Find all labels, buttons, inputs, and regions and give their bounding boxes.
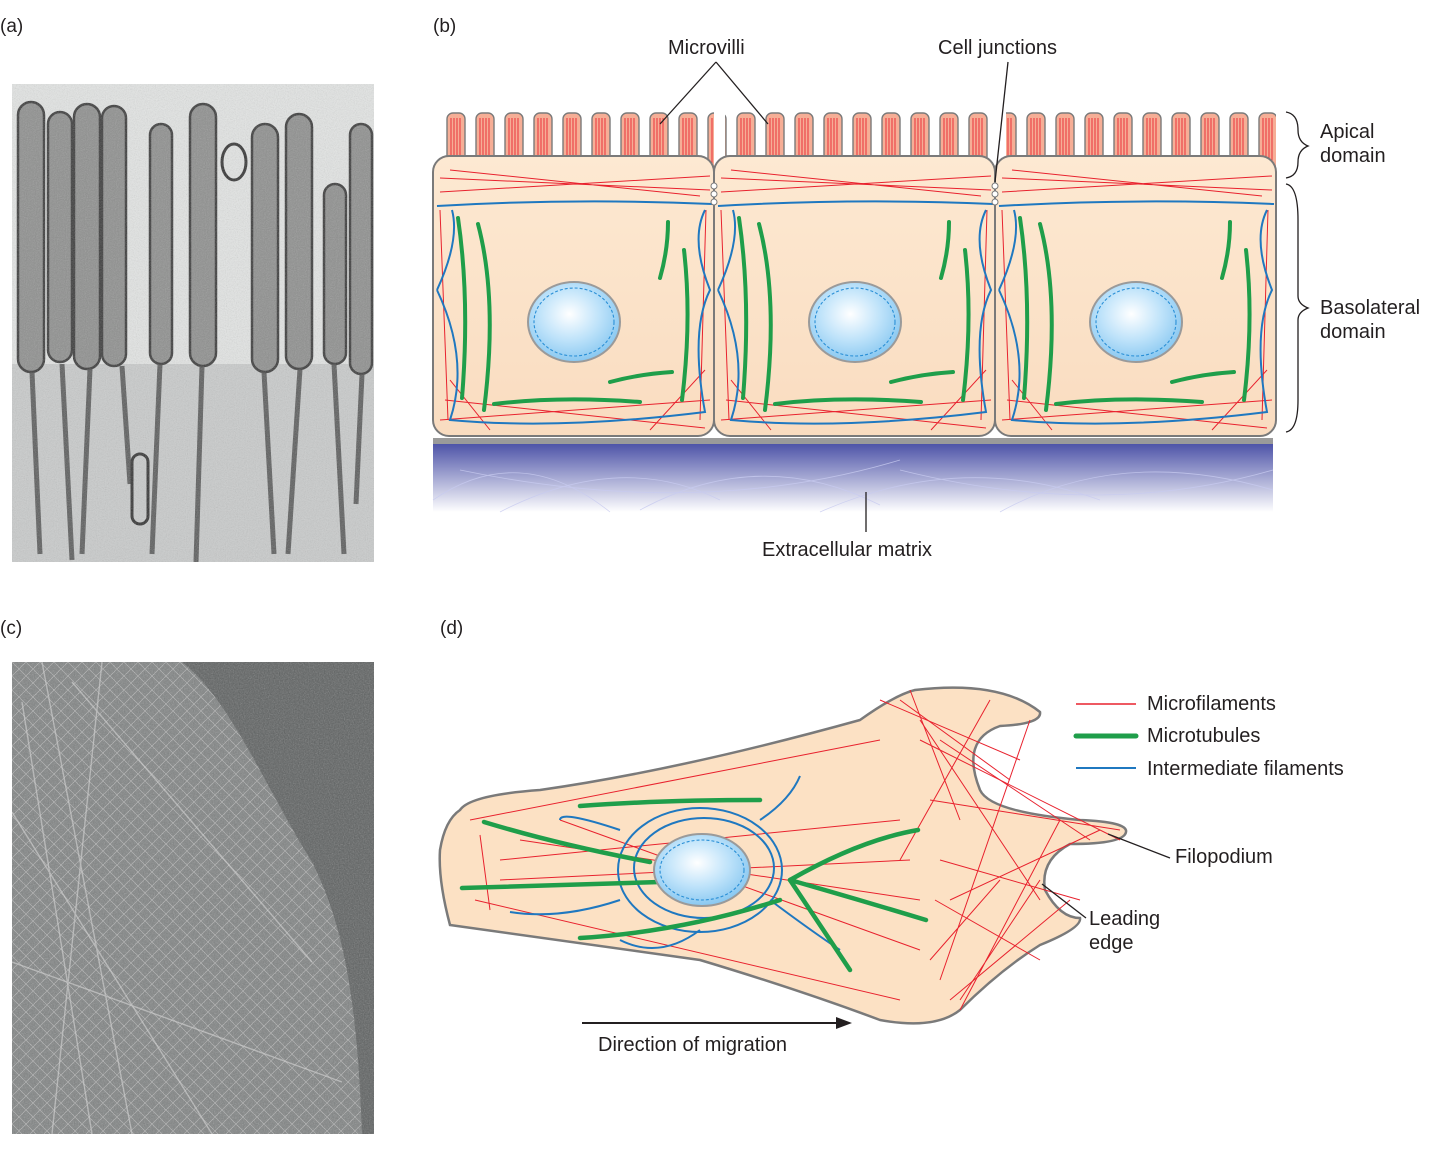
apical-domain-label-2: domain <box>1320 145 1386 167</box>
panel-a-letter: (a) <box>0 16 24 37</box>
panel-b-letter: (b) <box>433 16 457 37</box>
direction-arrow <box>582 1017 852 1029</box>
extracellular-matrix <box>432 438 1274 513</box>
legend-microtubules-label: Microtubules <box>1147 725 1261 747</box>
legend-microfilaments-label: Microfilaments <box>1147 693 1276 715</box>
filopodium-label: Filopodium <box>1175 846 1273 868</box>
leading-edge-leader <box>1041 883 1087 919</box>
leading-edge-label-2: edge <box>1089 932 1134 954</box>
microvilli-micrograph <box>12 84 374 562</box>
apical-brace <box>1285 111 1310 179</box>
basolateral-brace <box>1285 183 1310 433</box>
filopodium-leader <box>1107 833 1171 859</box>
leading-edge-label-1: Leading <box>1089 908 1161 930</box>
migrating-cell <box>438 686 1128 1025</box>
microvilli-label: Microvilli <box>668 37 745 59</box>
cell-junctions-leader <box>994 61 1009 183</box>
microvilli-leader-1 <box>659 61 717 125</box>
basolateral-domain-label-2: domain <box>1320 321 1386 343</box>
panel-c-letter: (c) <box>0 618 23 639</box>
nucleus-cell-2 <box>808 281 902 363</box>
nucleus-cell-1 <box>527 281 621 363</box>
legend-intermediate-filaments-label: Intermediate filaments <box>1147 758 1344 780</box>
apical-domain-label-1: Apical <box>1320 121 1375 143</box>
cell-junctions-label: Cell junctions <box>938 37 1057 59</box>
epithelial-cells <box>432 110 1277 437</box>
direction-of-migration-label: Direction of migration <box>598 1034 787 1056</box>
microvilli-leader-2 <box>715 61 769 125</box>
panel-d-letter: (d) <box>440 618 464 639</box>
cytoskeleton-micrograph <box>12 662 374 1134</box>
extracellular-matrix-label: Extracellular matrix <box>762 539 933 561</box>
basolateral-domain-label-1: Basolateral <box>1320 297 1421 319</box>
nucleus-cell-3 <box>1089 281 1183 363</box>
